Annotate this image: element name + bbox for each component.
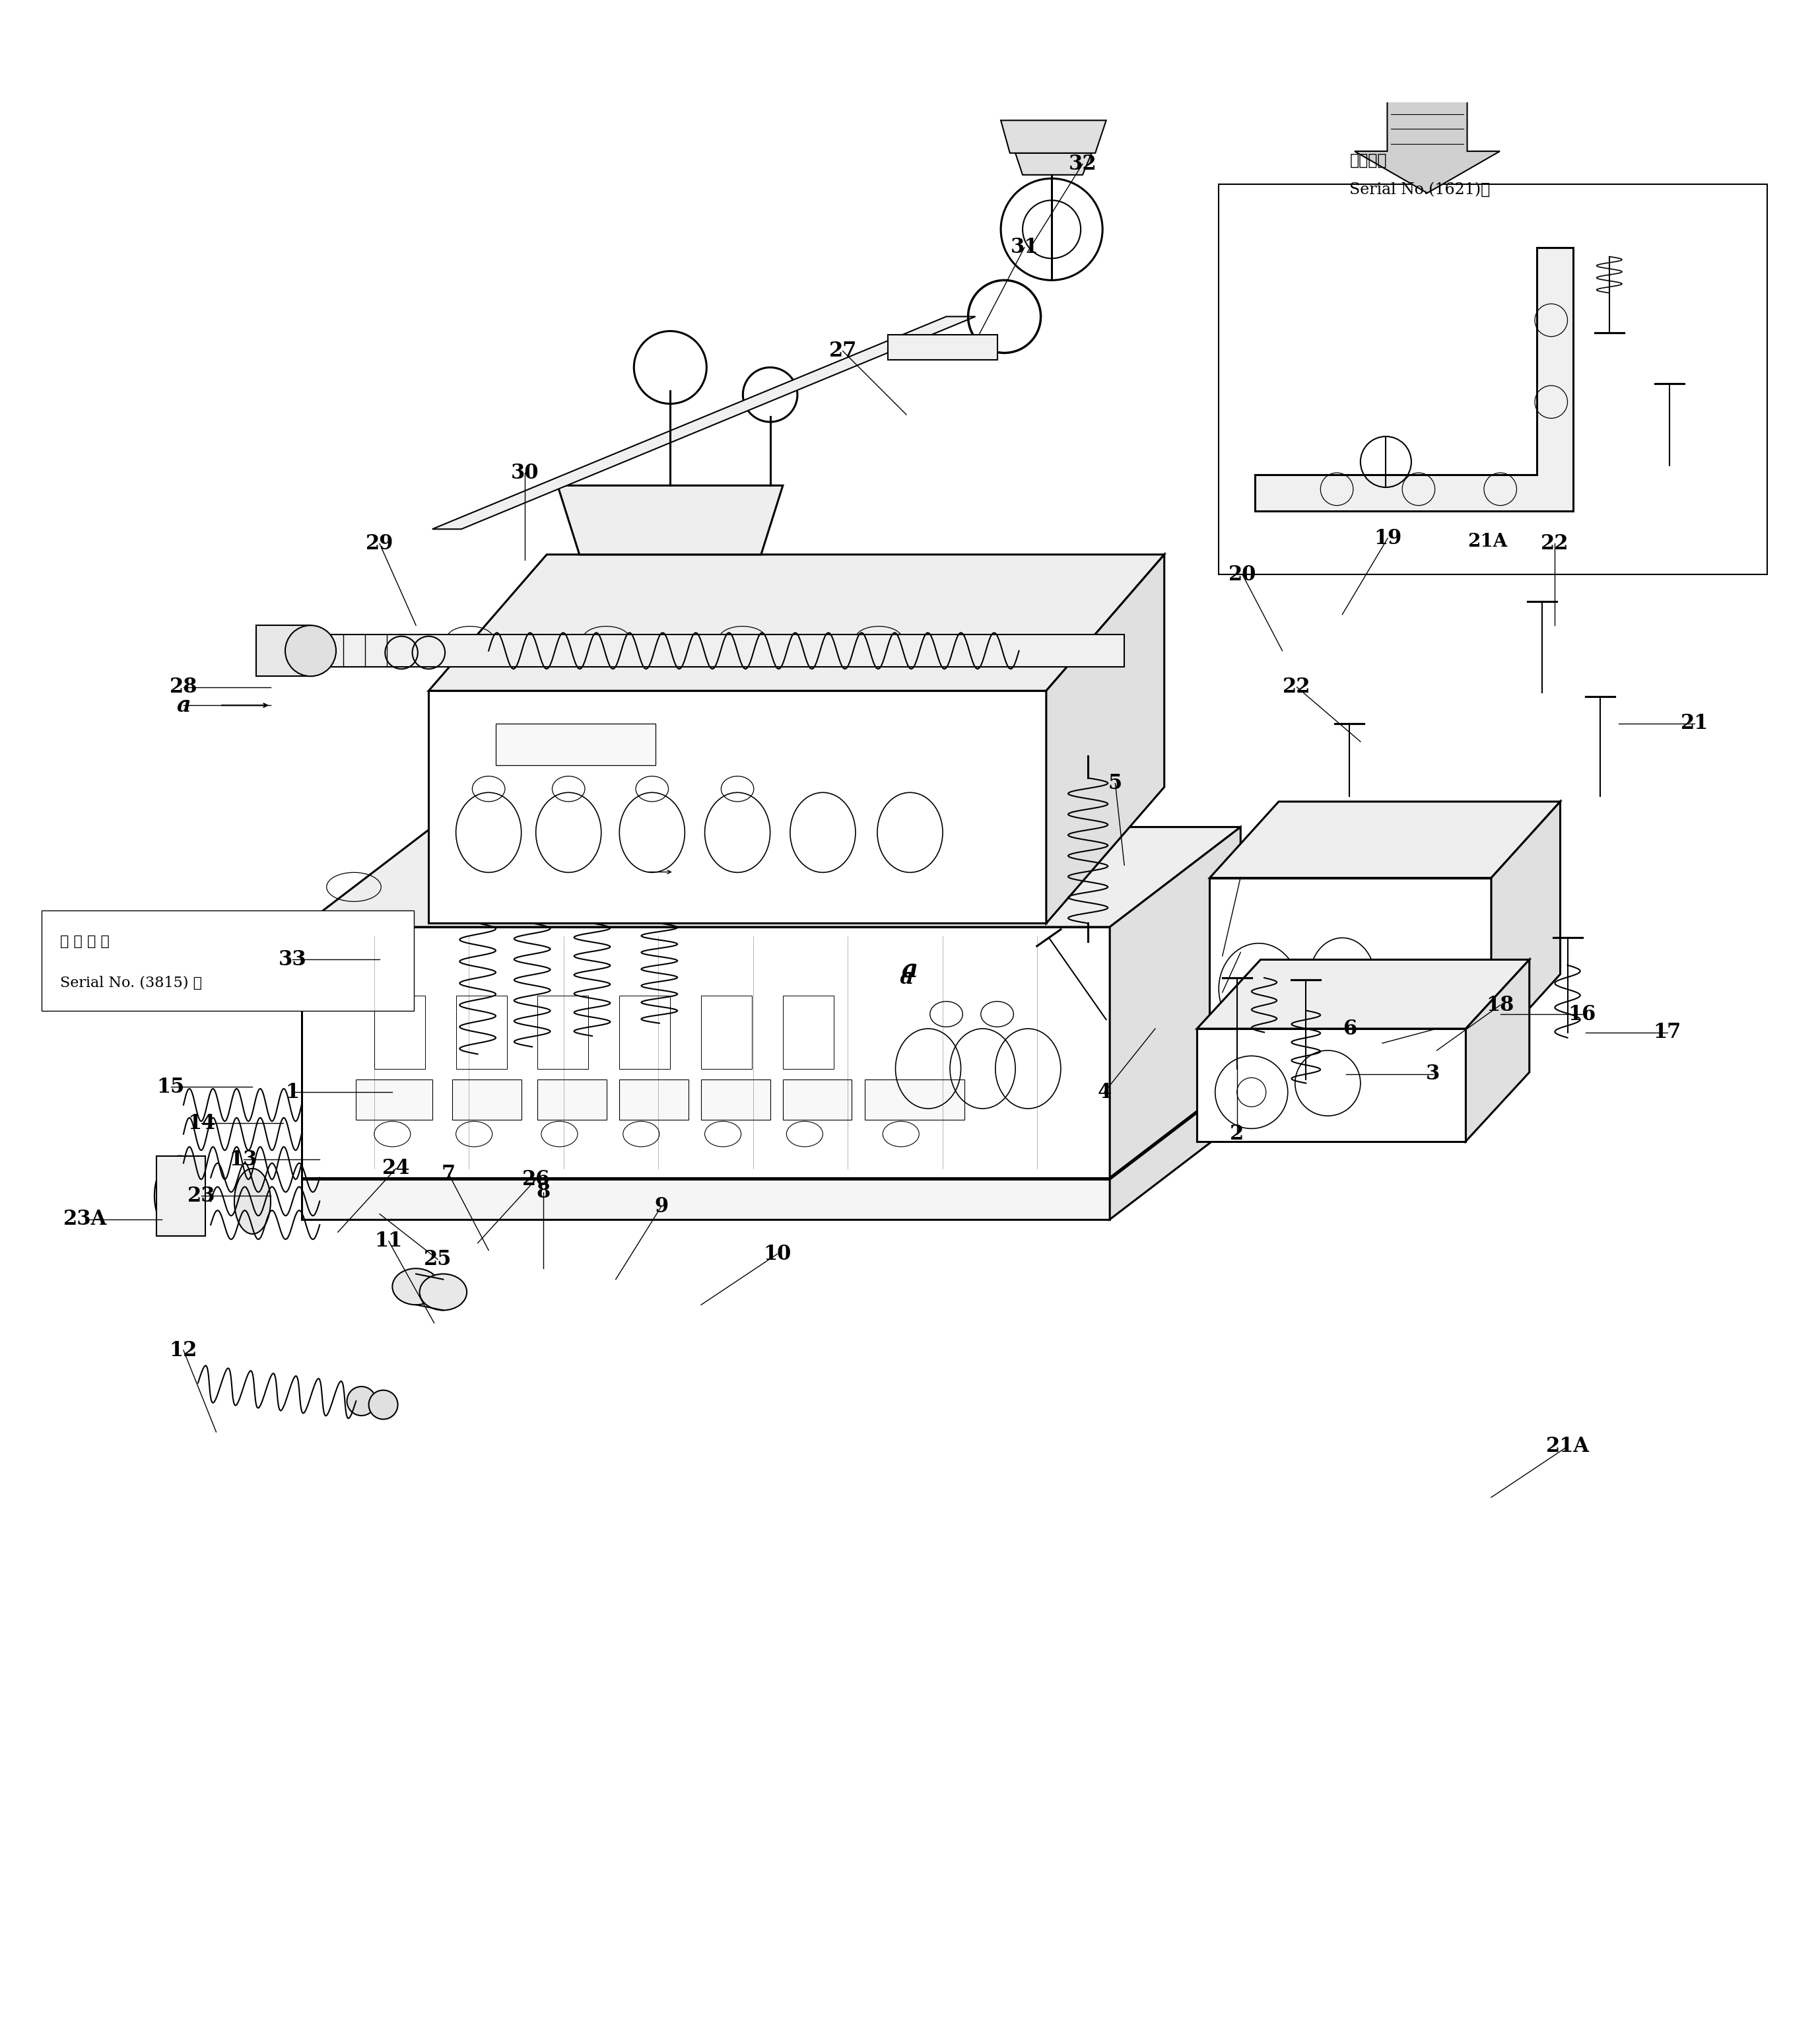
Text: 32: 32: [1068, 154, 1097, 174]
Text: Serial No. (3815) ～: Serial No. (3815) ～: [60, 976, 202, 990]
Text: 24: 24: [382, 1158, 410, 1178]
Ellipse shape: [393, 1269, 440, 1306]
Text: 17: 17: [1653, 1023, 1682, 1043]
Text: 13: 13: [229, 1150, 257, 1170]
Text: 28: 28: [169, 677, 198, 697]
Text: a: a: [901, 958, 919, 982]
Text: 14: 14: [187, 1114, 215, 1134]
Polygon shape: [783, 996, 834, 1069]
Polygon shape: [888, 335, 997, 360]
Polygon shape: [302, 1180, 1110, 1219]
Polygon shape: [457, 996, 506, 1069]
Polygon shape: [357, 1079, 433, 1120]
Polygon shape: [302, 827, 1241, 928]
Polygon shape: [1210, 877, 1491, 1051]
Polygon shape: [1110, 827, 1241, 1178]
Polygon shape: [783, 1079, 852, 1120]
Ellipse shape: [348, 1386, 377, 1415]
Polygon shape: [157, 1156, 206, 1235]
Polygon shape: [1046, 554, 1165, 924]
Ellipse shape: [235, 1168, 271, 1235]
Polygon shape: [453, 1079, 521, 1120]
Text: a: a: [899, 966, 914, 988]
Text: 31: 31: [1010, 236, 1039, 259]
Polygon shape: [1256, 247, 1572, 511]
Polygon shape: [537, 1079, 606, 1120]
Text: 11: 11: [375, 1231, 402, 1251]
Text: 7: 7: [442, 1164, 455, 1184]
Text: 30: 30: [511, 463, 539, 483]
Text: 5: 5: [1108, 774, 1123, 794]
Text: 22: 22: [1283, 677, 1310, 697]
Polygon shape: [1219, 184, 1767, 574]
Ellipse shape: [420, 1273, 466, 1310]
Polygon shape: [42, 911, 415, 1010]
Text: 9: 9: [653, 1196, 668, 1217]
Text: 15: 15: [157, 1077, 184, 1097]
Polygon shape: [257, 635, 1125, 667]
Polygon shape: [864, 1079, 965, 1120]
Ellipse shape: [286, 624, 337, 677]
Polygon shape: [257, 624, 311, 677]
Polygon shape: [1354, 75, 1500, 194]
Text: 16: 16: [1569, 1004, 1596, 1025]
Polygon shape: [1491, 802, 1560, 1051]
Polygon shape: [1198, 960, 1529, 1029]
Text: 22: 22: [1542, 534, 1569, 554]
Text: a: a: [177, 695, 191, 715]
Text: 33: 33: [278, 950, 306, 970]
Text: 27: 27: [828, 342, 857, 362]
Text: 12: 12: [169, 1340, 197, 1360]
Text: 4: 4: [1097, 1081, 1112, 1103]
Polygon shape: [557, 485, 783, 554]
Text: 適 用 号 機: 適 用 号 機: [60, 934, 109, 948]
Polygon shape: [1001, 121, 1107, 154]
Polygon shape: [1210, 802, 1560, 877]
Ellipse shape: [155, 1156, 206, 1235]
Text: 25: 25: [424, 1249, 451, 1269]
Polygon shape: [1016, 154, 1092, 176]
Polygon shape: [619, 1079, 688, 1120]
Polygon shape: [495, 724, 655, 766]
Polygon shape: [1110, 1079, 1241, 1219]
Text: 10: 10: [763, 1243, 792, 1265]
Text: 6: 6: [1343, 1019, 1356, 1039]
Polygon shape: [537, 996, 588, 1069]
Polygon shape: [433, 317, 976, 530]
Text: 2: 2: [1230, 1124, 1243, 1144]
Polygon shape: [375, 996, 426, 1069]
Text: 29: 29: [366, 534, 393, 554]
Polygon shape: [619, 996, 670, 1069]
Text: 適用号機: 適用号機: [1350, 154, 1387, 168]
Text: 21A: 21A: [1467, 534, 1507, 552]
Text: 23: 23: [187, 1186, 217, 1207]
Polygon shape: [1198, 1029, 1465, 1142]
Polygon shape: [430, 691, 1046, 924]
Polygon shape: [302, 1079, 1241, 1180]
Text: 20: 20: [1228, 564, 1256, 584]
Text: 19: 19: [1374, 527, 1401, 548]
Text: 1: 1: [286, 1081, 300, 1103]
Text: 21A: 21A: [1545, 1437, 1589, 1457]
Text: Serial No.(1621)～: Serial No.(1621)～: [1350, 182, 1491, 196]
Polygon shape: [701, 996, 752, 1069]
Text: 26: 26: [522, 1170, 550, 1190]
Text: 23A: 23A: [64, 1209, 107, 1229]
Text: 8: 8: [537, 1182, 550, 1202]
Polygon shape: [430, 554, 1165, 691]
Text: 21: 21: [1680, 713, 1709, 734]
Polygon shape: [1465, 960, 1529, 1142]
Polygon shape: [302, 928, 1110, 1178]
Text: 18: 18: [1487, 994, 1514, 1015]
Text: 3: 3: [1427, 1063, 1440, 1085]
Ellipse shape: [369, 1390, 399, 1419]
Polygon shape: [701, 1079, 770, 1120]
